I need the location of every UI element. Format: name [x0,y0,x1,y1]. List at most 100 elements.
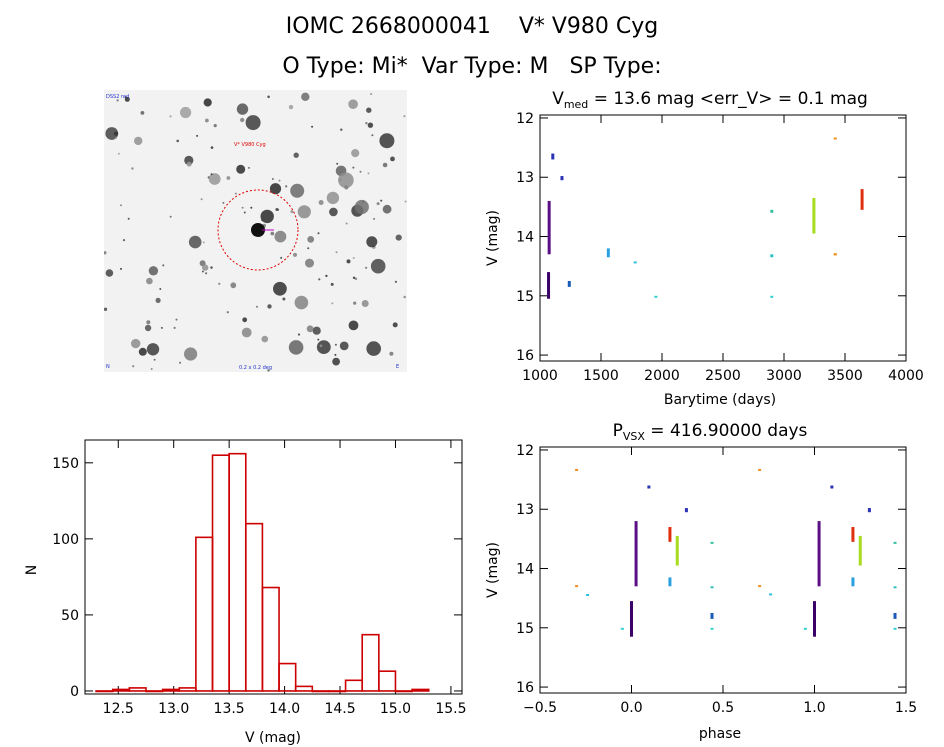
star [202,241,205,244]
star [379,133,395,149]
lightcurve-ytick-label: 13 [516,170,534,186]
star [367,172,370,175]
star [351,149,360,158]
star [325,274,328,278]
lightcurve-xtick-label: 1500 [583,368,619,384]
star [376,202,380,206]
star [371,134,374,137]
phased-point-cluster [710,627,714,630]
star [382,162,388,168]
star [131,338,141,349]
lightcurve-point-cluster [833,137,837,140]
histogram-bar [178,687,197,692]
phased-point-cluster [867,508,871,513]
star [365,266,368,269]
star [280,256,283,259]
star [150,368,153,370]
phased-xtick-label: 0.0 [620,700,642,716]
star [278,179,281,182]
histogram-xtick-label: 13.0 [158,701,189,717]
phased-point-cluster [830,485,834,489]
star [297,333,301,336]
star [354,277,358,281]
star [395,234,402,241]
histogram-xtick-label: 13.5 [214,701,245,717]
star [329,207,338,217]
histogram-bar [244,522,264,692]
lightcurve-point-cluster [812,197,816,234]
star [213,124,217,128]
star [352,276,356,279]
phased-point-cluster [817,521,821,587]
star [169,115,172,118]
histogram-bar [111,688,131,692]
phased-xtick-label: 0.5 [712,700,734,716]
star [222,201,225,204]
phased-xtick-label: 1.0 [803,700,825,716]
histogram-bar [394,690,413,693]
star [159,288,162,290]
phased-point-cluster [634,521,638,587]
star [173,326,176,329]
star [290,183,305,198]
histogram-ytick-label: 0 [70,684,79,700]
star [134,136,143,146]
star [236,103,249,115]
star [288,340,304,355]
star [155,297,161,303]
star [245,115,261,131]
star [138,347,147,356]
phased-ytick-label: 14 [516,562,534,578]
star [339,341,349,351]
histogram-bar [228,452,247,692]
star [366,341,382,356]
star [267,369,270,372]
histogram-bar [211,454,230,692]
star [389,351,394,356]
phased-point-cluster [893,541,897,544]
star [127,217,130,220]
star [169,215,172,218]
phased-xlabel: phase [699,726,741,742]
phased-title: PVSX = 416.90000 days [613,421,808,443]
star [312,326,321,335]
star [335,251,338,254]
star [250,206,253,209]
star [354,199,369,215]
star [305,258,314,268]
star [275,208,279,211]
star [331,302,334,305]
star [116,99,119,102]
lightcurve-point-cluster [606,248,610,258]
lightcurve-point-cluster [654,295,658,298]
phased-point-cluster [758,585,762,588]
histogram-ytick-label: 100 [52,532,79,548]
star [124,96,130,102]
star [306,325,314,333]
star [301,92,310,101]
lightcurve-ytick-label: 14 [516,230,534,246]
star [269,183,282,195]
image-scale-label: 0.2 x 0.2 deg [239,365,272,371]
lightcurve-ytick-label: 12 [516,111,534,127]
star [200,198,203,201]
phased-points [575,468,897,637]
star [361,300,369,307]
phased-point-cluster [630,601,633,637]
lightcurve-point-cluster [551,153,555,160]
star [359,170,362,173]
star [403,295,407,299]
star [267,304,272,309]
phased-point-cluster [668,527,672,542]
star [318,278,321,281]
star [184,347,198,361]
histogram-bar [328,690,347,693]
phased-point-cluster [575,468,579,471]
target-circle [217,189,299,271]
star [353,301,357,305]
lightcurve-ytick-label: 15 [516,289,534,305]
histogram-chart: V (mag) N 12.5 13.0 13.5 14.0 14.5 15.0 15.5 0 5… [24,439,466,746]
histogram-bar [261,586,280,692]
phased-point-cluster [813,601,816,637]
